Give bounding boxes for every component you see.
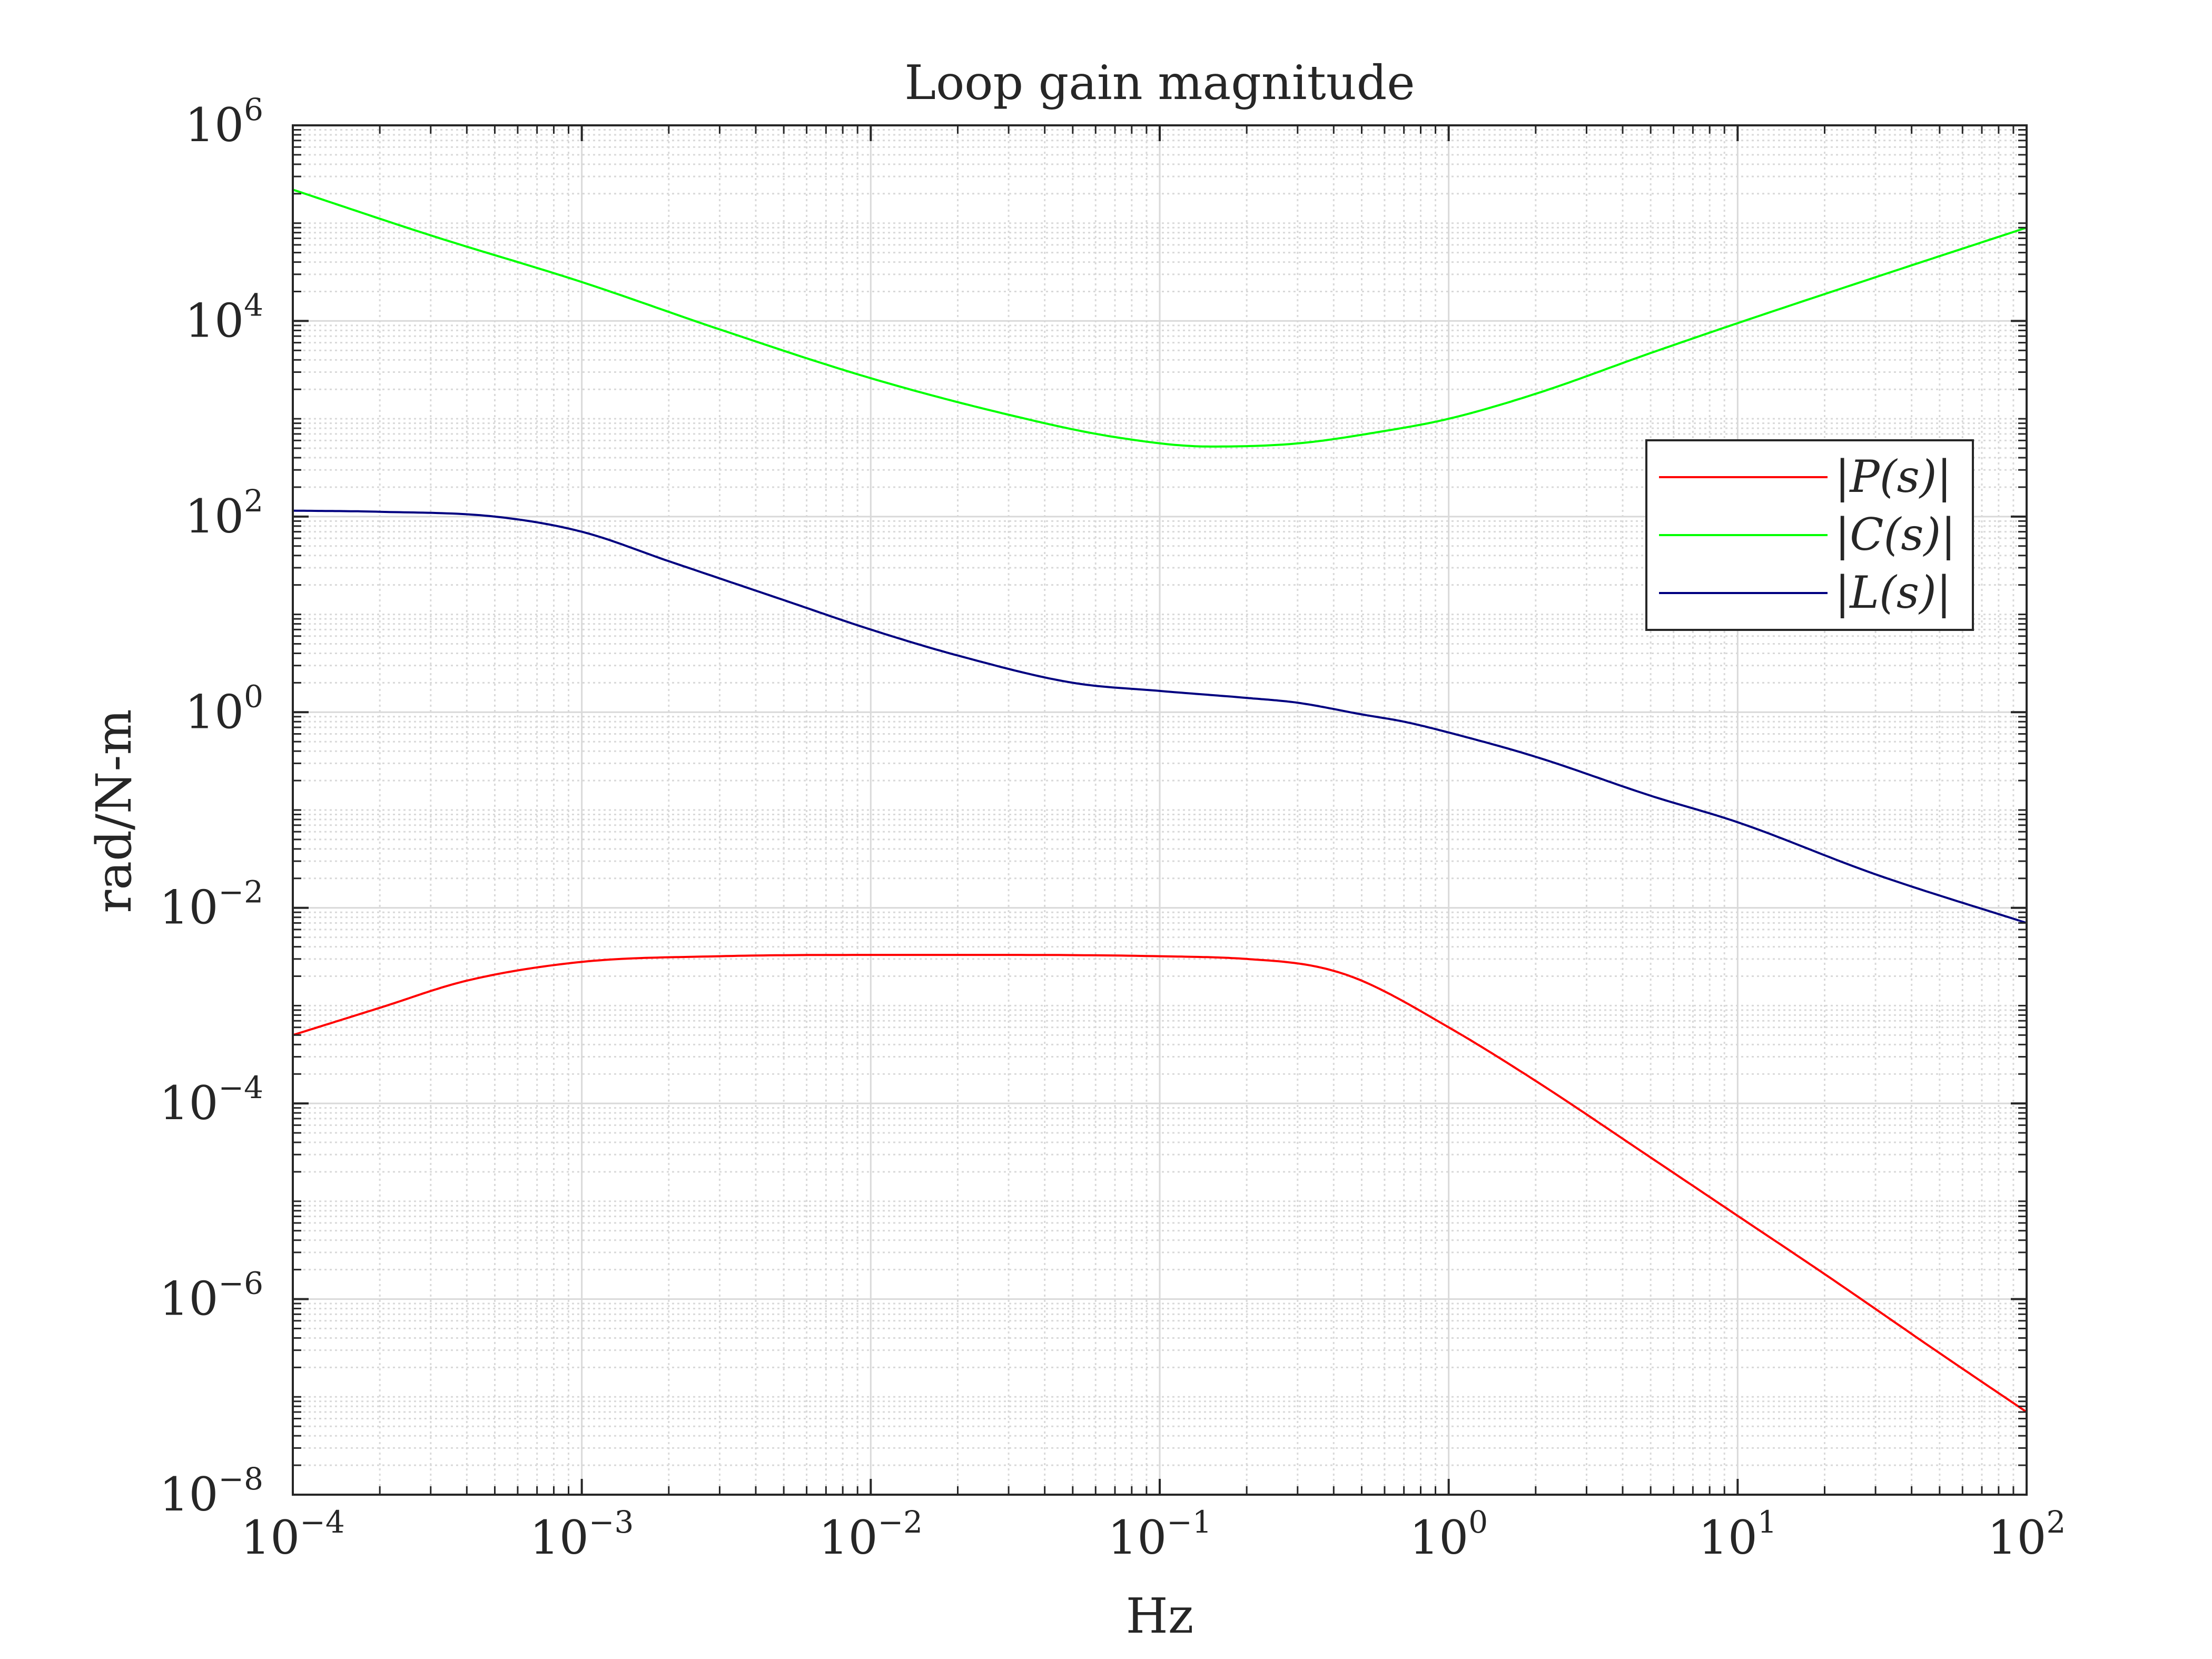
tick-label-exponent: 2 [2047, 1504, 2066, 1540]
tick-label-exponent: −4 [300, 1504, 345, 1540]
tick-label-base: 10 [1108, 1510, 1167, 1565]
x-tick-label: 10−4 [241, 1504, 344, 1565]
tick-label-exponent: 1 [1757, 1504, 1777, 1540]
tick-label-base: 10 [530, 1510, 589, 1565]
tick-label-base: 10 [185, 98, 244, 152]
y-axis-label: rad/N-m [86, 709, 142, 913]
tick-label-base: 10 [160, 1076, 219, 1130]
tick-label-base: 10 [241, 1510, 300, 1565]
y-tick-label: 104 [185, 287, 263, 348]
tick-label-exponent: −6 [219, 1266, 264, 1301]
tick-label-base: 10 [1698, 1510, 1757, 1565]
tick-label-exponent: −4 [219, 1070, 264, 1105]
tick-label-base: 10 [160, 1467, 219, 1522]
tick-label-exponent: 4 [244, 287, 263, 323]
tick-label-base: 10 [1988, 1510, 2047, 1565]
x-tick-label: 10−3 [530, 1504, 634, 1565]
x-tick-label: 10−1 [1108, 1504, 1211, 1565]
tick-label-exponent: −8 [219, 1461, 264, 1497]
l-series-line [292, 509, 2027, 924]
tick-label-base: 10 [160, 1272, 219, 1326]
tick-label-base: 10 [819, 1510, 878, 1565]
legend-label: |C(s)| [1835, 509, 1956, 560]
axis-ticks [292, 124, 2028, 1496]
x-axis-label: Hz [1126, 1588, 1194, 1644]
chart-title: Loop gain magnitude [904, 55, 1415, 111]
tick-label-exponent: 0 [1468, 1504, 1488, 1540]
y-tick-label: 10−4 [160, 1070, 263, 1130]
tick-label-base: 10 [185, 685, 244, 739]
x-tick-label: 10−2 [819, 1504, 923, 1565]
y-tick-label: 10−2 [160, 874, 263, 935]
tick-label-exponent: 2 [244, 483, 263, 519]
y-tick-label: 102 [185, 483, 263, 544]
y-tick-label: 106 [185, 92, 263, 152]
tick-label-base: 10 [185, 293, 244, 348]
x-tick-label: 100 [1409, 1504, 1488, 1565]
legend-entry-p: |P(s)| [1659, 451, 1952, 502]
tick-label-exponent: 0 [244, 678, 263, 714]
x-tick-labels: 10−4 10−3 10−2 10−1 100 101 102 [241, 1504, 2066, 1565]
legend: |P(s)| |C(s)| |L(s)| [1645, 439, 1974, 631]
x-tick-label: 101 [1698, 1504, 1777, 1565]
tick-label-exponent: −3 [589, 1504, 634, 1540]
tick-label-exponent: −1 [1167, 1504, 1212, 1540]
tick-label-exponent: 6 [244, 92, 263, 127]
y-tick-label: 100 [185, 678, 263, 739]
legend-label: |P(s)| [1835, 451, 1952, 502]
tick-label-base: 10 [1409, 1510, 1468, 1565]
legend-entry-l: |L(s)| [1659, 567, 1951, 618]
tick-label-exponent: −2 [219, 874, 264, 910]
y-tick-label: 10−8 [160, 1461, 263, 1522]
tick-label-base: 10 [160, 881, 219, 935]
legend-label: |L(s)| [1835, 567, 1951, 618]
y-tick-label: 10−6 [160, 1266, 263, 1326]
tick-label-base: 10 [185, 489, 244, 544]
p-series-line [292, 954, 2028, 1413]
x-tick-label: 102 [1988, 1504, 2066, 1565]
tick-label-exponent: −2 [878, 1504, 923, 1540]
legend-entry-c: |C(s)| [1659, 509, 1956, 560]
c-series-line [292, 189, 2027, 448]
series-layer [292, 189, 2028, 1413]
